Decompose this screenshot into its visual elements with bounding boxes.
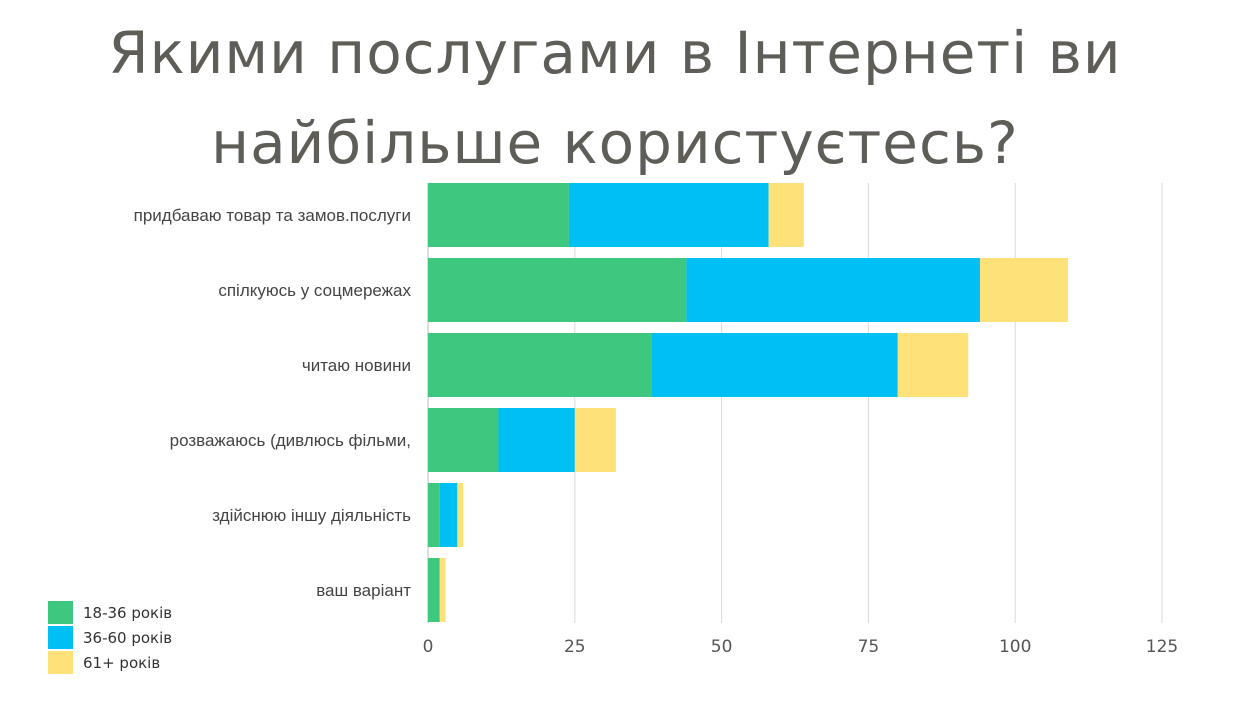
legend-item-36-60: 36-60 років bbox=[48, 625, 172, 650]
bar-segment-1-2 bbox=[979, 258, 1069, 322]
bar-segment-3-2 bbox=[574, 408, 616, 472]
bar-segment-5-0 bbox=[428, 558, 440, 622]
category-labels: придбаваю товар та замов.послуги спілкуюс… bbox=[134, 206, 412, 600]
chart-title: Якими послугами в Інтернеті ви найбільше… bbox=[0, 8, 1230, 188]
x-axis-tick-labels: 0 25 50 75 100 125 bbox=[423, 637, 1179, 657]
bar-segment-4-1 bbox=[439, 483, 458, 547]
legend-item-18-36: 18-36 років bbox=[48, 600, 172, 625]
grid-layer bbox=[427, 183, 1163, 623]
category-label-4: здійснюю іншу діяльність bbox=[212, 506, 411, 525]
x-tick-label-25: 25 bbox=[564, 637, 586, 657]
x-tick-label-0: 0 bbox=[423, 637, 434, 657]
bar-segment-1-0 bbox=[428, 258, 687, 322]
category-label-2: читаю новини bbox=[302, 356, 411, 375]
legend-item-61-plus: 61+ років bbox=[48, 650, 172, 675]
legend-swatch-36-60 bbox=[48, 626, 73, 649]
bar-segment-4-2 bbox=[457, 483, 464, 547]
category-label-3: розважаюсь (дивлюсь фільми, bbox=[170, 431, 411, 450]
legend-swatch-18-36 bbox=[48, 601, 73, 624]
bar-segment-3-1 bbox=[498, 408, 575, 472]
bar-segment-0-0 bbox=[428, 183, 569, 247]
x-tick-label-125: 125 bbox=[1146, 637, 1178, 657]
legend-label-61-plus: 61+ років bbox=[83, 653, 161, 672]
category-label-0: придбаваю товар та замов.послуги bbox=[134, 206, 411, 225]
legend-label-18-36: 18-36 років bbox=[83, 603, 173, 622]
bars-layer bbox=[428, 183, 1069, 622]
category-label-1: спілкуюсь у соцмережах bbox=[218, 281, 411, 300]
legend: 18-36 років 36-60 років 61+ років bbox=[48, 600, 172, 675]
x-tick-label-50: 50 bbox=[711, 637, 733, 657]
x-tick-label-100: 100 bbox=[999, 637, 1031, 657]
chart-title-line-2: найбільше користуєтесь? bbox=[211, 109, 1019, 177]
legend-label-36-60: 36-60 років bbox=[83, 628, 173, 647]
bar-segment-2-0 bbox=[428, 333, 652, 397]
chart-title-line-1: Якими послугами в Інтернеті ви bbox=[108, 19, 1122, 87]
bar-segment-0-2 bbox=[768, 183, 804, 247]
category-label-5: ваш варіант bbox=[316, 581, 411, 600]
bar-segment-2-2 bbox=[897, 333, 969, 397]
legend-swatch-61-plus bbox=[48, 651, 73, 674]
bar-segment-1-1 bbox=[686, 258, 980, 322]
bar-segment-3-0 bbox=[428, 408, 499, 472]
bar-segment-2-1 bbox=[651, 333, 898, 397]
bar-segment-0-1 bbox=[568, 183, 769, 247]
bar-segment-5-2 bbox=[439, 558, 446, 622]
bar-segment-4-0 bbox=[428, 483, 440, 547]
x-tick-label-75: 75 bbox=[858, 637, 880, 657]
